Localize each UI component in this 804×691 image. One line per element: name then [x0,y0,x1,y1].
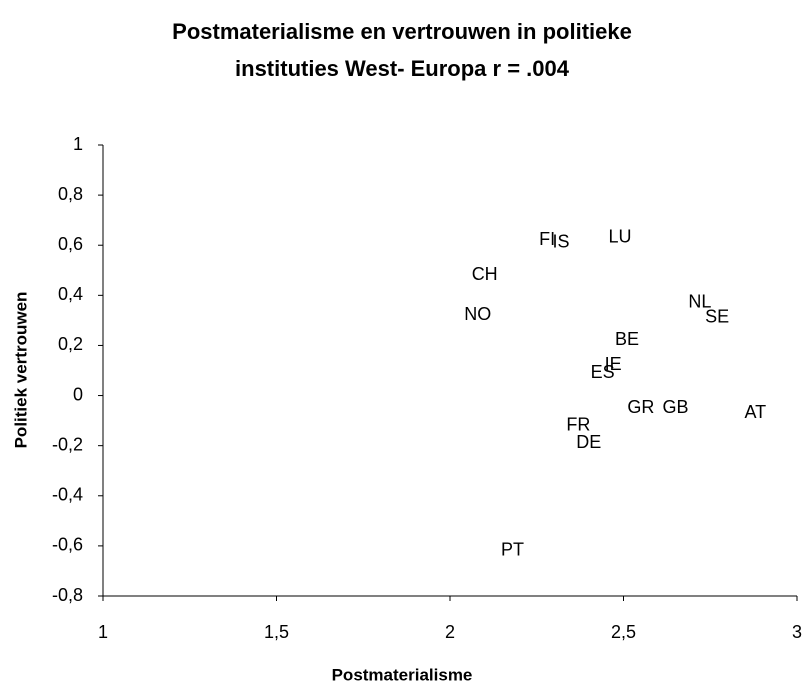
x-tick-label: 1 [98,622,108,642]
x-tick-label: 2 [445,622,455,642]
point-label: CH [472,264,498,284]
y-tick-label: -0,2 [52,434,83,454]
point-label: IE [605,354,622,374]
point-label: FI [539,229,555,249]
point-label: IS [553,231,570,251]
point-label: BE [615,329,639,349]
point-label: SE [705,307,729,327]
point-label: NO [464,304,491,324]
chart-title: instituties West- Europa r = .004 [235,56,570,81]
y-tick-label: -0,6 [52,535,83,555]
point-label: PT [501,540,524,560]
point-label: NL [688,292,711,312]
y-tick-label: 0 [73,384,83,404]
point-label: GB [663,397,689,417]
y-tick-label: 0,8 [58,184,83,204]
y-tick-label: 0,4 [58,284,83,304]
y-tick-label: 0,6 [58,234,83,254]
point-label: DE [576,432,601,452]
point-label: GR [627,397,654,417]
chart-title: Postmaterialisme en vertrouwen in politi… [172,19,632,44]
point-label: FR [566,414,590,434]
y-tick-label: -0,8 [52,585,83,605]
y-tick-label: -0,4 [52,485,83,505]
y-tick-label: 0,2 [58,334,83,354]
x-axis-label: Postmaterialisme [332,665,473,684]
x-tick-label: 2,5 [611,622,636,642]
y-axis-label: Politiek vertrouwen [11,292,30,449]
point-label: ES [591,362,615,382]
x-tick-label: 1,5 [264,622,289,642]
x-tick-label: 3 [792,622,802,642]
point-label: AT [745,402,767,422]
point-label: LU [609,226,632,246]
y-tick-label: 1 [73,134,83,154]
